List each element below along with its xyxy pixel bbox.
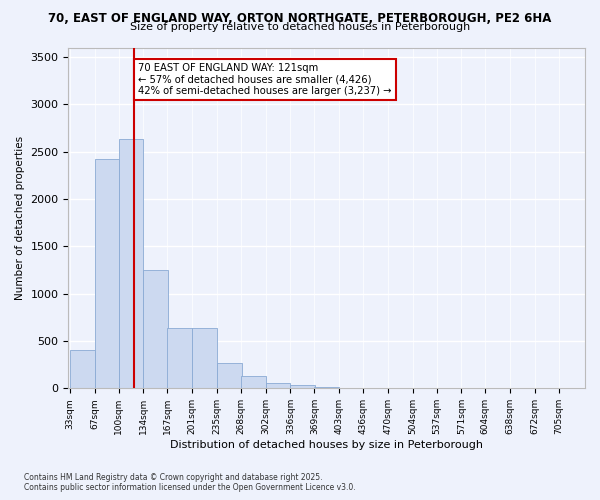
Bar [70, 350, 95, 389]
Text: Size of property relative to detached houses in Peterborough: Size of property relative to detached ho… [130, 22, 470, 32]
X-axis label: Distribution of detached houses by size in Peterborough: Distribution of detached houses by size … [170, 440, 483, 450]
Text: Contains HM Land Registry data © Crown copyright and database right 2025.
Contai: Contains HM Land Registry data © Crown c… [24, 473, 356, 492]
Bar [217, 363, 242, 388]
Bar [290, 384, 315, 388]
Bar [119, 140, 143, 388]
Bar [241, 376, 266, 388]
Bar [95, 159, 119, 388]
Bar [192, 328, 217, 388]
Bar [167, 328, 192, 388]
Bar [143, 270, 168, 388]
Y-axis label: Number of detached properties: Number of detached properties [15, 136, 25, 300]
Text: 70, EAST OF ENGLAND WAY, ORTON NORTHGATE, PETERBOROUGH, PE2 6HA: 70, EAST OF ENGLAND WAY, ORTON NORTHGATE… [49, 12, 551, 26]
Bar [266, 383, 290, 388]
Text: 70 EAST OF ENGLAND WAY: 121sqm
← 57% of detached houses are smaller (4,426)
42% : 70 EAST OF ENGLAND WAY: 121sqm ← 57% of … [138, 63, 392, 96]
